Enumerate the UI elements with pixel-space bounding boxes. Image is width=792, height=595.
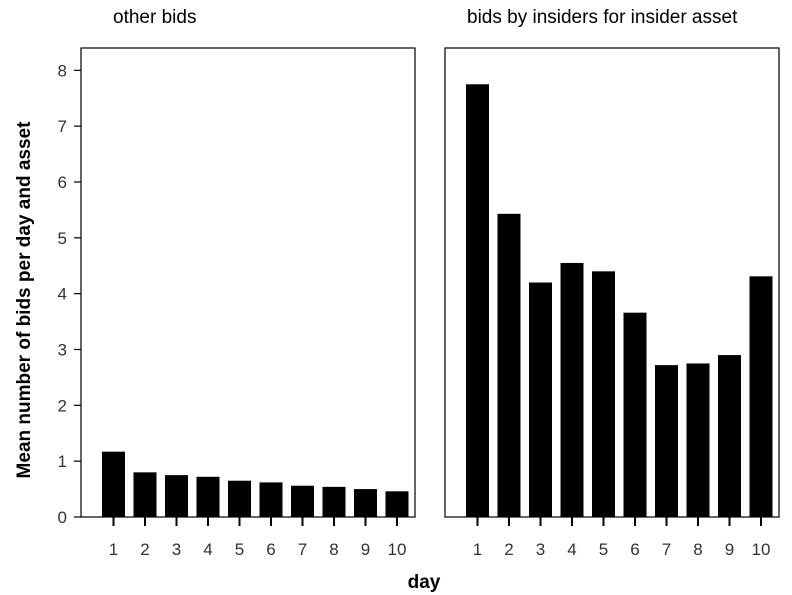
y-tick-label: 0 — [58, 508, 67, 527]
x-tick-label: 8 — [693, 540, 702, 559]
y-tick-label: 4 — [58, 285, 67, 304]
y-tick-label: 3 — [58, 341, 67, 360]
x-tick-label: 3 — [536, 540, 545, 559]
y-tick-label: 7 — [58, 117, 67, 136]
y-tick-label: 1 — [58, 452, 67, 471]
x-tick-label: 2 — [140, 540, 149, 559]
bar — [623, 312, 647, 517]
x-tick-label: 1 — [109, 540, 118, 559]
bar — [196, 476, 220, 517]
bar — [354, 489, 377, 517]
bar — [133, 472, 157, 517]
x-tick-label: 5 — [235, 540, 244, 559]
x-tick-label: 7 — [298, 540, 307, 559]
x-tick-label: 5 — [599, 540, 608, 559]
y-tick-label: 6 — [58, 173, 67, 192]
panel-1: other bids 1 2 3 4 5 6 7 8 9 10 0 1 2 3 4 5 6 7 8 — [58, 7, 416, 559]
x-tick-label: 7 — [662, 540, 671, 559]
y-tick-label: 5 — [58, 229, 67, 248]
x-tick-label: 9 — [725, 540, 734, 559]
bar — [497, 213, 521, 517]
bar — [165, 475, 188, 517]
x-axis-title: day — [408, 572, 441, 593]
y-tick-label: 8 — [58, 61, 67, 80]
x-tick-label: 1 — [473, 540, 482, 559]
x-tick-label: 6 — [266, 540, 275, 559]
x-tick-label: 2 — [504, 540, 513, 559]
bar — [529, 282, 552, 517]
bar — [322, 486, 346, 517]
bar — [560, 262, 584, 517]
x-tick-label: 4 — [567, 540, 576, 559]
bar — [102, 451, 125, 517]
bar — [592, 271, 615, 517]
bar — [466, 84, 489, 518]
panel-title: bids by insiders for insider asset — [467, 7, 738, 28]
panel-2: bids by insiders for insider asset 1 2 3 4 5 6… — [444, 7, 780, 559]
panel-frame — [80, 47, 416, 518]
bar — [291, 485, 314, 517]
panel-title: other bids — [113, 7, 196, 28]
y-axis-title: Mean number of bids per day and asset — [14, 121, 35, 479]
bar — [686, 363, 710, 517]
bar — [385, 491, 409, 517]
x-tick-label: 3 — [172, 540, 181, 559]
x-tick-label: 4 — [203, 540, 212, 559]
x-tick-label: 6 — [630, 540, 639, 559]
bar — [718, 355, 741, 517]
x-tick-label: 10 — [388, 540, 407, 559]
x-tick-label: 9 — [361, 540, 370, 559]
x-tick-label: 10 — [752, 540, 771, 559]
y-tick-label: 2 — [58, 396, 67, 415]
bar — [259, 482, 283, 517]
bar — [228, 480, 251, 517]
bar — [655, 365, 678, 517]
bar — [749, 276, 773, 517]
x-tick-label: 8 — [329, 540, 338, 559]
